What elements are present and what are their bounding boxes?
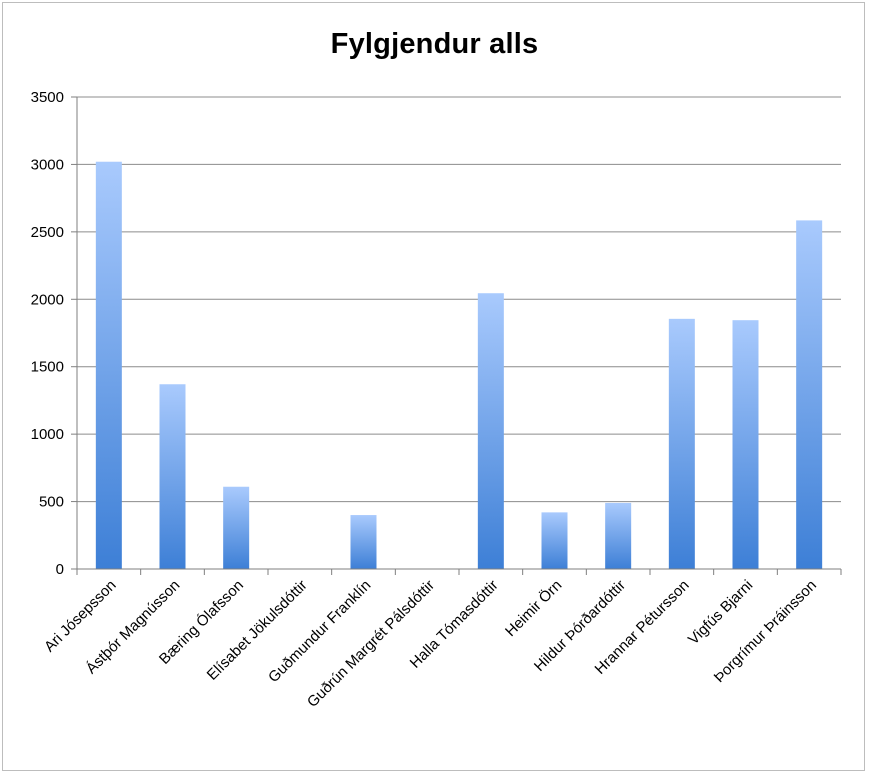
y-tick-label: 0 [56, 561, 64, 578]
bar [541, 512, 568, 569]
bar [477, 293, 504, 569]
y-tick-label: 500 [39, 494, 64, 511]
x-tick-label: Heimir Örn [501, 576, 565, 640]
axes [71, 96, 842, 575]
bar [223, 486, 250, 569]
y-tick-label: 3500 [31, 89, 64, 106]
x-tick-label: Vigfús Bjarni [685, 577, 756, 648]
bar [605, 502, 632, 569]
y-tick-label: 2000 [31, 291, 64, 308]
y-tick-label: 2500 [31, 224, 64, 241]
bar [668, 318, 695, 569]
bar [95, 161, 122, 569]
y-tick-label: 3000 [31, 156, 64, 173]
bar [732, 320, 759, 569]
bar [159, 384, 186, 569]
y-tick-label: 1000 [31, 426, 64, 443]
chart-title: Fylgjendur alls [330, 28, 539, 60]
gridlines [77, 96, 841, 503]
x-tick-label: Guðrún Margrét Pálsdóttir [304, 577, 438, 711]
y-tick-label: 1500 [31, 359, 64, 376]
bar [796, 220, 823, 569]
bars [95, 161, 823, 569]
bar [350, 515, 377, 569]
